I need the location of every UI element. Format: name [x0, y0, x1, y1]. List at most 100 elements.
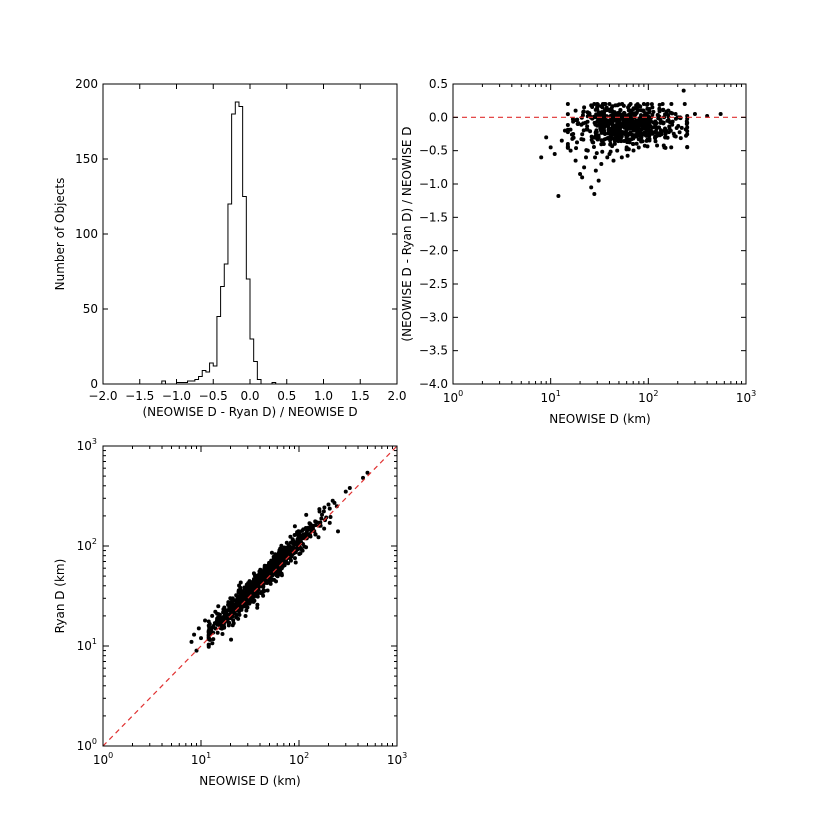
histogram-y-tick-label: 150 [75, 152, 98, 166]
residual-point [626, 105, 631, 110]
comparison-point [278, 553, 283, 558]
comparison-point [213, 609, 218, 614]
comparison-point [236, 589, 241, 594]
histogram-x-ticks: −2.0 −1.5 −1.0 −0.5 0.0 0.5 1.0 1.5 2.0 [88, 84, 407, 403]
comparison-x-tick-label: 102 [289, 751, 309, 767]
histogram-x-tick-label: −1.5 [125, 389, 154, 403]
residual-point [601, 142, 606, 146]
residual-point [605, 155, 610, 160]
residual-point [604, 108, 609, 113]
residual-point [634, 123, 639, 128]
residual-point [606, 123, 611, 128]
residual-point [658, 117, 663, 122]
comparison-point [251, 599, 256, 604]
residual-point [615, 148, 620, 153]
comparison-x-tick-label: 101 [191, 751, 211, 767]
comparison-point [327, 506, 332, 511]
residual-y-tick-label: 0.5 [429, 77, 448, 91]
comparison-point [237, 609, 242, 614]
comparison-point [238, 585, 243, 590]
residual-point [610, 144, 615, 149]
residual-point [682, 102, 687, 106]
comparison-point [283, 554, 288, 559]
comparison-point [304, 512, 309, 517]
comparison-point [296, 535, 301, 540]
residual-y-tick-label: −1.5 [419, 210, 448, 224]
comparison-point [327, 520, 332, 525]
residual-point [582, 165, 587, 170]
comparison-y-tick-label: 101 [77, 637, 97, 653]
diameter-comparison-panel: 100 101 102 103 100 101 102 103 NEOWISE D (km)… [53, 437, 407, 788]
comparison-points [189, 470, 370, 653]
residual-points [539, 88, 723, 198]
comparison-point [292, 532, 297, 537]
comparison-point [206, 619, 211, 624]
residual-point [592, 192, 597, 196]
residual-point [628, 102, 633, 106]
residual-point [593, 168, 598, 173]
residual-point [641, 117, 646, 122]
residual-point [598, 113, 603, 118]
comparison-point [221, 614, 226, 619]
residual-y-tick-label: −3.0 [419, 310, 448, 324]
residual-point [574, 146, 579, 151]
comparison-point [244, 604, 249, 609]
comparison-point [297, 552, 302, 557]
residual-point [565, 145, 570, 150]
residual-point [635, 130, 640, 135]
residual-point [648, 118, 653, 123]
residual-point [620, 102, 625, 106]
comparison-point [227, 620, 232, 625]
residual-point [613, 103, 618, 108]
residual-point [612, 126, 617, 131]
histogram-x-tick-label: 2.0 [387, 389, 406, 403]
residual-point [641, 102, 646, 106]
residual-point [594, 112, 599, 117]
comparison-point [240, 589, 245, 594]
residual-point [592, 102, 597, 106]
comparison-point [206, 634, 211, 639]
residual-point [573, 108, 578, 113]
residual-point [718, 112, 723, 116]
comparison-y-label: Ryan D (km) [53, 559, 67, 634]
residual-point [608, 118, 613, 123]
residual-point [571, 132, 576, 136]
residual-point [641, 109, 646, 114]
comparison-point [222, 625, 227, 630]
residual-point [632, 119, 637, 124]
residual-point [539, 155, 544, 160]
residual-point [655, 143, 660, 148]
comparison-point [365, 470, 370, 475]
comparison-point [292, 556, 297, 561]
residual-point [625, 140, 630, 145]
comparison-point [347, 486, 352, 491]
comparison-point [292, 524, 297, 529]
residual-point [595, 102, 600, 106]
residual-point [573, 158, 578, 163]
comparison-point [292, 546, 297, 551]
comparison-point [237, 612, 242, 617]
comparison-point [288, 534, 293, 539]
residual-point [670, 122, 675, 127]
residual-point [658, 120, 663, 125]
comparison-point [304, 531, 309, 536]
comparison-point [220, 632, 225, 637]
residual-point [590, 135, 595, 140]
comparison-point [252, 594, 257, 599]
residual-point [595, 107, 600, 112]
residual-point [622, 110, 627, 115]
residual-point [579, 122, 584, 127]
residual-point [648, 131, 653, 136]
residual-point [585, 127, 590, 132]
comparison-y-tick-label: 102 [77, 537, 97, 553]
residual-point [600, 149, 605, 154]
comparison-point [293, 560, 298, 565]
comparison-x-tick-label: 100 [93, 751, 113, 767]
comparison-point [255, 602, 260, 607]
residual-point [616, 119, 621, 124]
residual-point [663, 126, 668, 131]
comparison-point [313, 532, 318, 537]
comparison-point [192, 632, 197, 637]
comparison-point [308, 534, 313, 539]
residual-point [634, 106, 639, 111]
